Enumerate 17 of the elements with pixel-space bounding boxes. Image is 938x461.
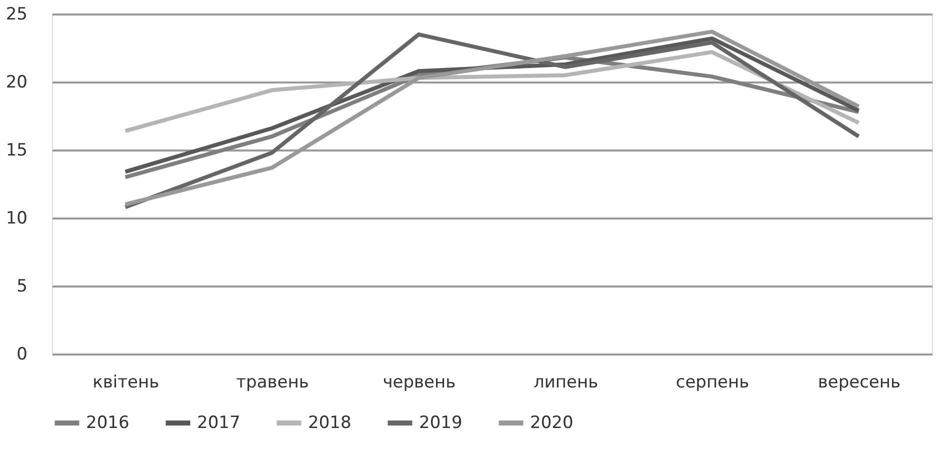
y-tick-label: 25 — [6, 4, 28, 24]
x-tick-label: квітень — [92, 372, 160, 392]
y-tick-label: 5 — [16, 276, 28, 296]
x-tick-label: червень — [382, 372, 456, 392]
x-tick-label: вересень — [818, 372, 901, 392]
x-tick-label: серпень — [676, 372, 750, 392]
y-tick-label: 15 — [6, 140, 28, 160]
x-tick-label: липень — [534, 372, 598, 392]
legend-label: 2016 — [86, 413, 130, 433]
y-tick-label: 10 — [6, 208, 28, 228]
legend-label: 2019 — [419, 413, 462, 433]
x-tick-label: травень — [236, 372, 309, 392]
y-tick-label: 20 — [6, 72, 28, 92]
legend-label: 2018 — [308, 413, 352, 433]
legend-label: 2017 — [197, 413, 240, 433]
legend-label: 2020 — [530, 413, 574, 433]
y-tick-label: 0 — [16, 344, 28, 364]
